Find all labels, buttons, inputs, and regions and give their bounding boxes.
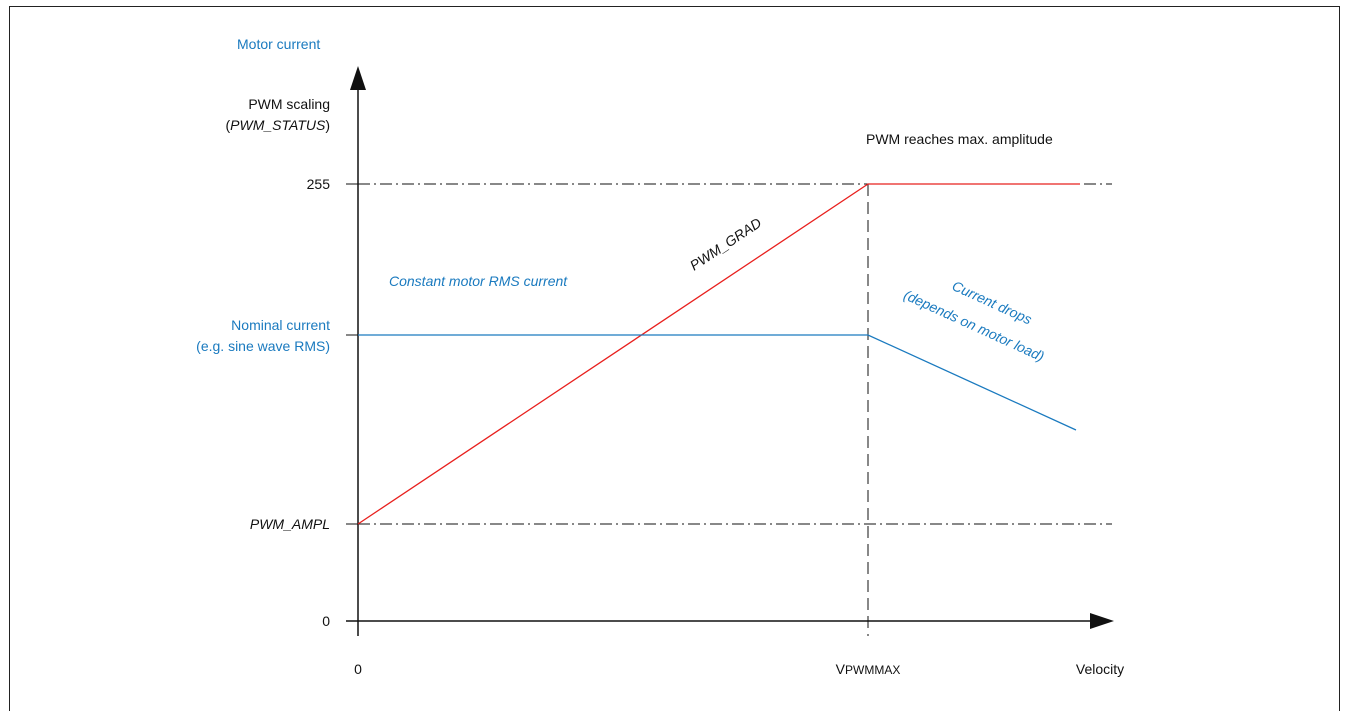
motor-current-line [358,334,1077,431]
pwm-scaling-label: PWM scaling [248,96,330,112]
vpwmmax-label: VPWMMAX [836,661,901,677]
nominal-current-sub-label: (e.g. sine wave RMS) [196,338,330,354]
tick-label-255: 255 [307,176,331,192]
tick-label-0-x: 0 [354,661,362,677]
pwm-scaling-line [357,183,1080,525]
tick-label-0-y: 0 [322,613,330,629]
pwm-grad-label: PWM_GRAD [687,214,764,273]
motor-current-label: Motor current [237,36,320,52]
nominal-current-label: Nominal current [231,317,330,333]
diagram-frame [9,6,1340,711]
pwm-ampl-label: PWM_AMPL [250,516,330,532]
velocity-label: Velocity [1076,661,1124,677]
y-axis-arrow [350,66,366,90]
pwm-status-label: (PWM_STATUS) [226,117,331,133]
pwm-reaches-max-label: PWM reaches max. amplitude [866,131,1053,147]
x-axis-arrow [1090,613,1114,629]
constant-rms-label: Constant motor RMS current [389,273,568,289]
